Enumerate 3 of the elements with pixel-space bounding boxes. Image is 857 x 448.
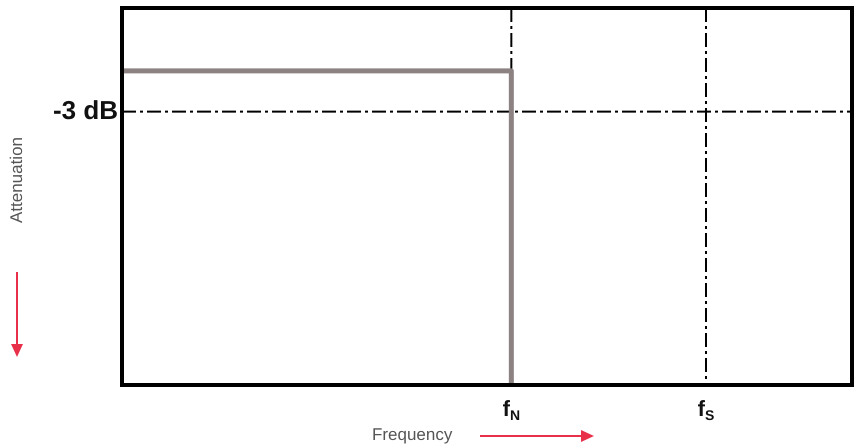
- ref-line-label: -3 dB: [53, 94, 118, 125]
- text: Attenuation: [7, 136, 27, 226]
- x-axis-title: Frequency: [372, 425, 452, 445]
